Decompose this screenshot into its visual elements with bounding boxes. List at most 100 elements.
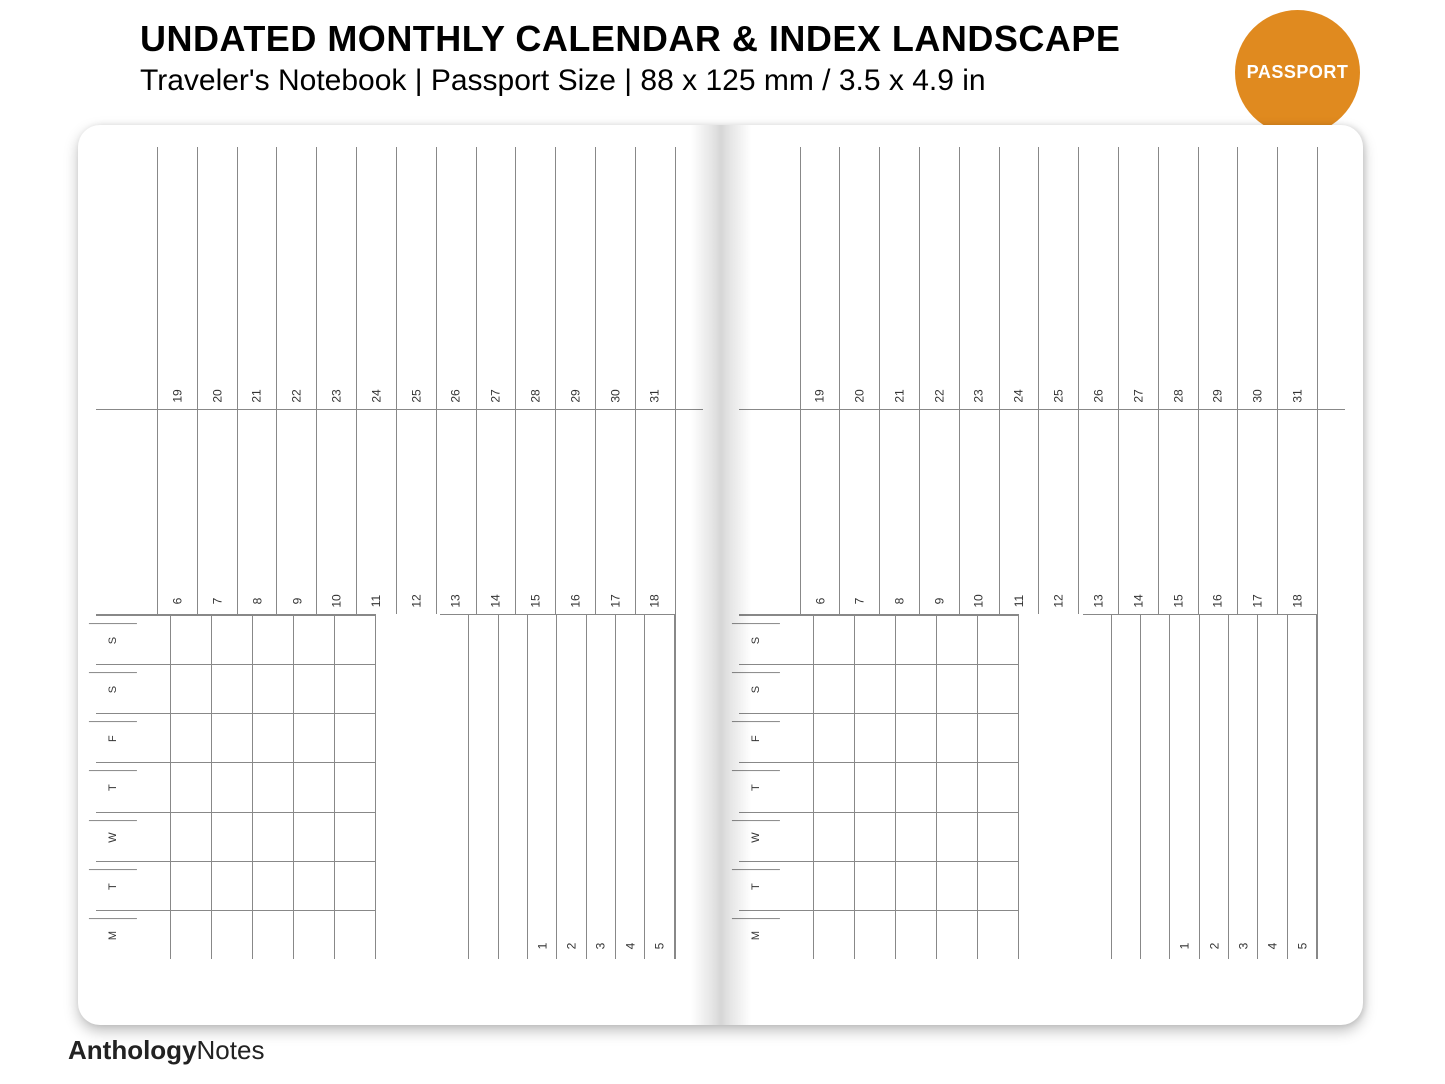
month-row: T (739, 861, 1019, 910)
month-cell (896, 665, 937, 713)
index-col: 31 (1278, 147, 1317, 409)
index-col: 11 (357, 410, 397, 614)
month-row: T (96, 861, 376, 910)
month-cell (896, 714, 937, 762)
passport-badge: PASSPORT (1235, 10, 1360, 135)
index-col: 20 (840, 147, 880, 409)
index-number: 24 (369, 389, 383, 402)
day-label: S (89, 623, 137, 657)
month-cell (171, 862, 212, 910)
index-col: 2 (1200, 615, 1229, 959)
index-col: 6 (158, 410, 198, 614)
month-row: S (96, 664, 376, 713)
month-cell (335, 714, 376, 762)
index-number: 27 (489, 389, 503, 402)
index-col: 9 (277, 410, 317, 614)
index-number: 10 (972, 594, 986, 607)
index-number: 30 (1251, 389, 1265, 402)
badge-label: PASSPORT (1247, 62, 1349, 83)
index-number: 28 (1171, 389, 1185, 402)
month-cell (937, 763, 978, 811)
index-number: 12 (1052, 594, 1066, 607)
index-col: 16 (556, 410, 596, 614)
month-cell (814, 763, 855, 811)
index-col: 25 (1039, 147, 1079, 409)
index-number: 18 (1291, 594, 1305, 607)
month-cell (212, 911, 253, 959)
month-cell (253, 862, 294, 910)
index-number: 23 (330, 389, 344, 402)
month-cell (937, 862, 978, 910)
index-col: 20 (198, 147, 238, 409)
index-number: 7 (210, 598, 224, 605)
index-number: 21 (893, 389, 907, 402)
index-number: 27 (1131, 389, 1145, 402)
index-number: 9 (290, 598, 304, 605)
month-cell (814, 665, 855, 713)
index-band-bot: SSFTWTM12345 (96, 614, 703, 959)
month-cell (896, 813, 937, 861)
index-number: 9 (932, 598, 946, 605)
month-cell (814, 911, 855, 959)
index-number: 26 (1092, 389, 1106, 402)
index-number: 22 (290, 389, 304, 402)
index-number: 7 (853, 598, 867, 605)
day-label: W (731, 820, 779, 854)
first-five-cols: 12345 (1083, 614, 1318, 959)
month-cell (335, 862, 376, 910)
month-cell (294, 862, 335, 910)
month-cell (335, 763, 376, 811)
index-number: 30 (608, 389, 622, 402)
index-number: 8 (893, 598, 907, 605)
index-col: 28 (516, 147, 556, 409)
month-grid: SSFTWTM (739, 615, 1019, 959)
index-col: 6 (801, 410, 841, 614)
index-number: 11 (369, 595, 383, 607)
index-band-mid: 6789101112131415161718 (739, 409, 1346, 614)
trail-col (675, 147, 703, 409)
day-label: S (731, 672, 779, 706)
index-number: 24 (1012, 389, 1026, 402)
lead-col (739, 147, 801, 409)
month-row: T (96, 762, 376, 811)
month-cell (294, 665, 335, 713)
index-number: 26 (449, 389, 463, 402)
index-col: 15 (1159, 410, 1199, 614)
month-row: M (96, 910, 376, 959)
month-cell (335, 911, 376, 959)
month-row: W (96, 812, 376, 861)
index-col: 5 (1288, 615, 1317, 959)
index-number: 4 (1266, 943, 1280, 950)
day-label: M (731, 918, 779, 952)
index-number: 10 (330, 594, 344, 607)
index-band-bot: SSFTWTM12345 (739, 614, 1346, 959)
index-col: 24 (1000, 147, 1040, 409)
day-label: S (731, 623, 779, 657)
index-col: 30 (1238, 147, 1278, 409)
index-col: 27 (1119, 147, 1159, 409)
month-row: F (96, 713, 376, 762)
trail-col (675, 614, 703, 959)
index-number: 17 (608, 594, 622, 607)
month-cell (212, 714, 253, 762)
index-col: 13 (437, 410, 477, 614)
lead-col (739, 410, 801, 614)
index-col: 25 (397, 147, 437, 409)
index-col: 27 (477, 147, 517, 409)
index-number: 16 (1211, 594, 1225, 607)
index-number: 11 (1012, 595, 1026, 607)
month-cell (937, 616, 978, 664)
month-cell (294, 911, 335, 959)
month-row: T (739, 762, 1019, 811)
month-cell (855, 763, 896, 811)
month-cell (171, 763, 212, 811)
index-col: 8 (880, 410, 920, 614)
month-mini-grid: SSFTWTM (96, 614, 376, 959)
index-number: 25 (1052, 389, 1066, 402)
index-col: 4 (616, 615, 645, 959)
month-cell (937, 813, 978, 861)
page-right: 1920212223242526272829303167891011121314… (721, 125, 1364, 1025)
gap-col (1019, 614, 1083, 959)
day-label: F (89, 721, 137, 755)
index-col: 4 (1258, 615, 1287, 959)
